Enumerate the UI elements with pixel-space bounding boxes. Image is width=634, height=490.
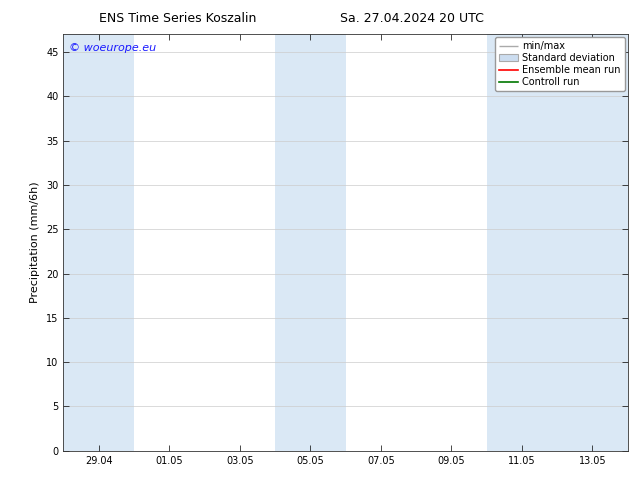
Bar: [63, 34, 134, 451]
Bar: [487, 34, 628, 451]
Legend: min/max, Standard deviation, Ensemble mean run, Controll run: min/max, Standard deviation, Ensemble me…: [495, 37, 624, 91]
Text: ENS Time Series Koszalin: ENS Time Series Koszalin: [99, 12, 256, 25]
Y-axis label: Precipitation (mm/6h): Precipitation (mm/6h): [30, 182, 41, 303]
Bar: [275, 34, 346, 451]
Text: © woeurope.eu: © woeurope.eu: [69, 43, 156, 52]
Text: Sa. 27.04.2024 20 UTC: Sa. 27.04.2024 20 UTC: [340, 12, 484, 25]
